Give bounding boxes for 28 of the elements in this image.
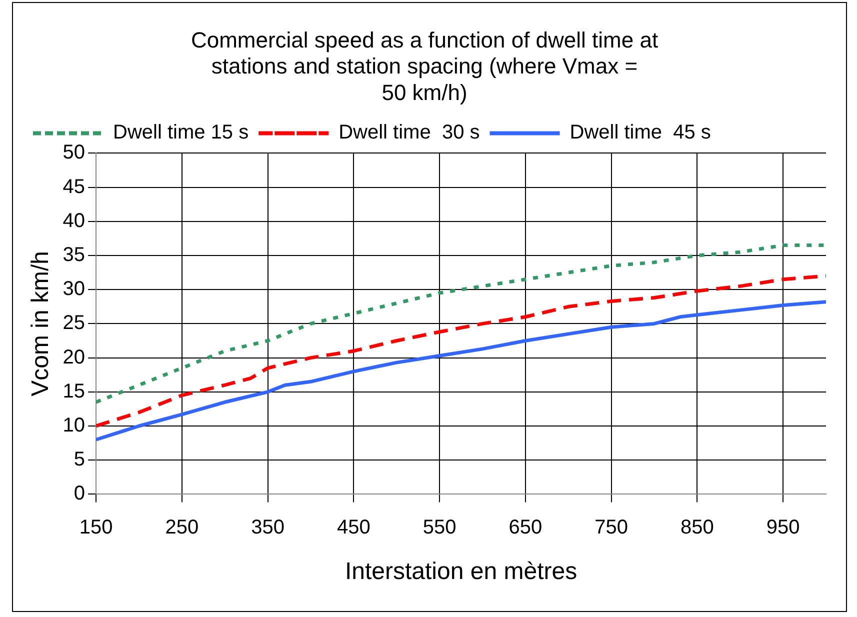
x-tick-label: 750 xyxy=(594,516,628,539)
x-tick-label: 650 xyxy=(508,516,542,539)
x-axis-title: Interstation en mètres xyxy=(344,558,578,586)
x-tick-label: 550 xyxy=(422,516,456,539)
y-tick-label: 15 xyxy=(62,380,86,402)
y-axis-title: Vcom in km/h xyxy=(27,251,54,396)
y-tick-label: 35 xyxy=(62,244,86,266)
y-tick-label: 45 xyxy=(62,176,86,198)
y-tick-label: 30 xyxy=(62,278,86,300)
y-tick-label: 40 xyxy=(62,210,86,232)
x-tick-label: 150 xyxy=(79,516,113,539)
y-tick-label: 50 xyxy=(62,142,86,164)
legend-label: Dwell time 45 s xyxy=(570,122,711,144)
y-tick-label: 5 xyxy=(74,448,86,471)
text: Commercial speed as a function of dwell time at xyxy=(190,27,658,52)
y-tick-label: 0 xyxy=(74,482,86,505)
x-tick-label: 350 xyxy=(251,516,284,539)
legend-label: Dwell time 30 s xyxy=(338,122,480,144)
text: 50 km/h) xyxy=(382,80,468,106)
x-tick-label: 950 xyxy=(766,516,800,539)
y-tick-label: 25 xyxy=(62,312,86,334)
x-tick-label: 450 xyxy=(336,516,370,539)
x-tick-label: 850 xyxy=(680,516,714,539)
y-tick-label: 20 xyxy=(62,346,86,368)
x-tick-label: 250 xyxy=(165,516,199,539)
legend-label: Dwell time 15 s xyxy=(113,122,249,144)
y-tick-label: 10 xyxy=(62,414,86,437)
text: stations and station spacing (where Vmax = xyxy=(211,54,638,79)
